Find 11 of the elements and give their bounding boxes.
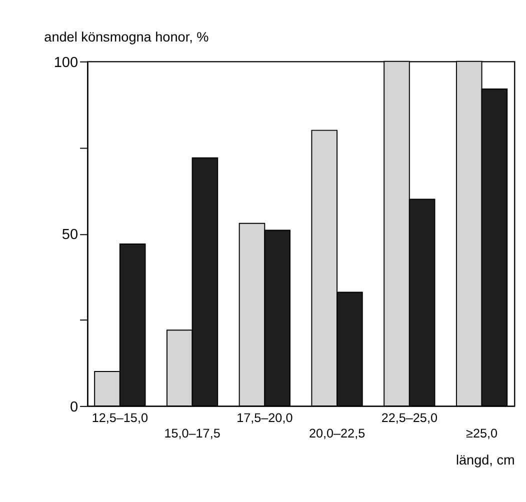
x-tick-label: ≥25,0 <box>466 426 498 440</box>
x-tick-label: 15,0–17,5 <box>164 426 220 440</box>
y-axis-title: andel könsmogna honor, % <box>44 30 209 45</box>
y-tick-label: 50 <box>62 227 78 244</box>
x-axis-title: längd, cm <box>456 452 515 468</box>
x-tick-label: 17,5–20,0 <box>236 410 293 425</box>
x-tick-label: 12,5–15,0 <box>92 410 148 425</box>
x-tick-label: 20,0–22,5 <box>308 426 366 440</box>
x-tick-label: 22,5–25,0 <box>381 410 438 425</box>
y-tick-label: 100 <box>54 54 78 71</box>
y-tick-label: 0 <box>70 399 78 416</box>
